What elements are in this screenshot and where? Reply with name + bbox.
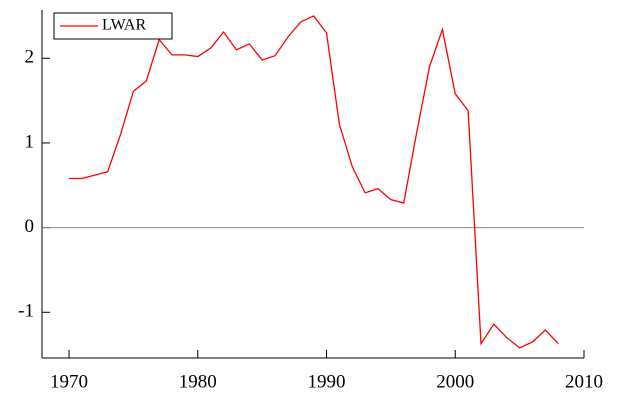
y-tick-label: 2: [25, 47, 35, 68]
legend-label: LWAR: [102, 17, 146, 34]
y-tick-label: 1: [25, 131, 35, 152]
x-tick-label: 1970: [50, 371, 88, 392]
y-tick-label: -1: [18, 301, 34, 322]
x-tick-label: 2000: [436, 371, 474, 392]
y-tick-label: 0: [25, 216, 35, 237]
x-tick-label: 2010: [565, 371, 603, 392]
x-tick-label: 1990: [308, 371, 346, 392]
x-tick-label: 1980: [179, 371, 217, 392]
data-line: [69, 15, 559, 349]
